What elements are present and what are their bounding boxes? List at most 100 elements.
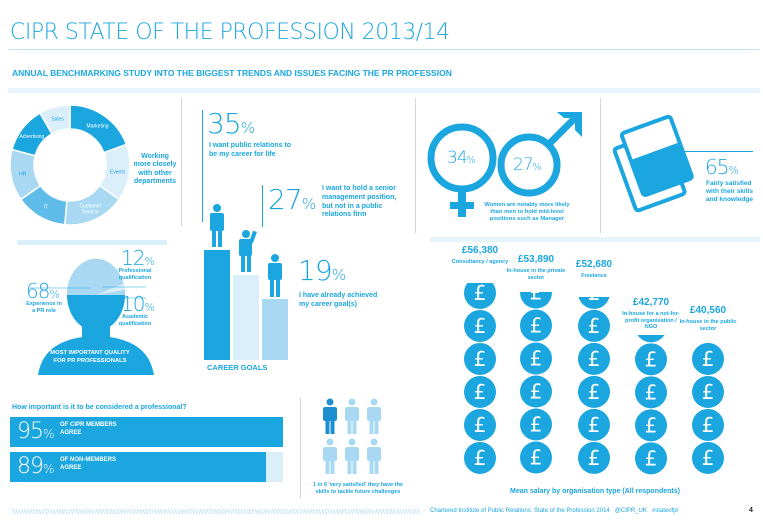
svg-text:£: £: [530, 380, 543, 404]
quality-percent-experience: 68%: [26, 279, 60, 303]
person-icon: [367, 438, 381, 474]
page-number: 4: [749, 507, 753, 514]
svg-text:£: £: [474, 283, 487, 305]
svg-text:£: £: [588, 446, 601, 470]
svg-text:£: £: [702, 347, 715, 371]
pound-coin-icon: £: [464, 375, 496, 408]
career-label-2: I want to hold a senior management posit…: [322, 185, 397, 219]
footer-hatch: [12, 509, 420, 514]
svg-text:£: £: [474, 380, 487, 404]
svg-text:£: £: [588, 314, 601, 338]
bar-percent: 89%: [17, 454, 55, 479]
svg-text:£: £: [530, 413, 543, 437]
salary-column-label: £52,680 Freelance: [562, 259, 626, 280]
organisation-type: In-house in the private sector: [506, 268, 566, 282]
donut-label: Advertising: [20, 134, 45, 140]
donut-segment-sales: [38, 104, 71, 135]
quality-percent-academic: 10%: [121, 292, 155, 316]
skills-line: [655, 151, 753, 152]
professional-question: How important is it to be considered a p…: [12, 404, 187, 411]
pound-coin-icon: £: [578, 375, 610, 408]
pound-coin-icon: £: [692, 343, 724, 375]
donut-label: Sales: [51, 117, 64, 123]
career-line-1: [202, 110, 203, 222]
pound-coin-icon: £: [520, 408, 552, 441]
svg-text:£: £: [530, 314, 543, 338]
career-percent-3: 19%: [298, 254, 347, 287]
quality-label-experience: Experience in a PR role: [26, 301, 62, 314]
svg-text:£: £: [702, 380, 715, 404]
divider-band: [17, 240, 167, 245]
head-silhouette-icon: [30, 259, 154, 375]
career-label-1: I want public relations to be my career …: [209, 142, 292, 158]
gender-symbols-icon: [427, 112, 582, 217]
svg-text:£: £: [702, 446, 715, 470]
pound-coin-icon: £: [520, 441, 552, 474]
book-icon: [612, 115, 694, 213]
future-figures: [322, 398, 392, 478]
quality-label-professional: Professional qualification: [118, 268, 152, 281]
pound-coin-icon: £: [578, 309, 610, 342]
svg-text:£: £: [645, 335, 658, 338]
organisation-type: In-house for a not-for-profit organisati…: [622, 310, 680, 331]
salary-title: Mean salary by organisation type (All re…: [510, 488, 680, 495]
donut-label: HR: [19, 171, 27, 177]
career-percent-1: 35%: [207, 107, 256, 140]
pound-coin-icon: £: [692, 408, 724, 441]
footer-text: Chartered Institute of Public Relations:…: [430, 508, 679, 514]
career-podium-figures: [204, 204, 288, 360]
salary-column-label: £53,890 In-house in the private sector: [504, 254, 568, 282]
pound-coin-icon: £: [578, 441, 610, 474]
divider: [300, 398, 301, 498]
pound-coin-icon: £: [635, 375, 667, 408]
divider: [600, 98, 601, 233]
salary-chart: £ £ £ £ £ £ £ £56,380 Consultancy / agency £ £ £ £ £ £…: [440, 240, 760, 480]
pound-coin-icon: £: [520, 375, 552, 408]
departments-caption: Working more closely with other departme…: [133, 153, 177, 186]
person-icon: [367, 398, 381, 434]
salary-column-label: £40,560 In-house in the public sector: [676, 305, 740, 333]
page-title: CIPR STATE OF THE PROFESSION 2013/14: [10, 20, 450, 45]
quality-label-academic: Academic qualification: [118, 314, 152, 327]
salary-column-label: £42,770 In-house for a not-for-profit org…: [619, 297, 683, 332]
bar-percent: 95%: [17, 419, 55, 444]
organisation-type: Consultancy / agency: [451, 259, 509, 266]
coin-stack: £££££££: [520, 292, 552, 474]
salary-column-label: £56,380 Consultancy / agency: [448, 245, 512, 266]
salary-amount: £52,680: [575, 259, 613, 271]
coin-stack: £££££££: [635, 334, 667, 474]
svg-text:£: £: [645, 446, 658, 470]
title-rule: [8, 49, 760, 50]
svg-text:£: £: [588, 297, 601, 305]
salary-amount: £53,890: [517, 254, 555, 266]
divider-band: [430, 237, 760, 242]
person-icon: [345, 438, 359, 474]
salary-amount: £40,560: [689, 305, 727, 317]
bar-label: OF CIPR MEMBERS AGREE: [60, 422, 117, 436]
career-percent-2: 27%: [268, 183, 317, 216]
career-line-2: [262, 185, 263, 227]
salary-amount: £56,380: [461, 245, 499, 257]
career-label-3: I have already achieved my career goal(s…: [299, 292, 378, 308]
future-caption: 1 in 6 'very satisfied' they have the sk…: [312, 482, 404, 495]
career-title: CAREER GOALS: [207, 363, 268, 372]
donut-label: Service: [82, 210, 99, 216]
svg-text:£: £: [702, 413, 715, 437]
pound-coin-icon: £: [520, 309, 552, 342]
pound-coin-icon: £: [464, 309, 496, 342]
svg-text:£: £: [530, 446, 543, 470]
header-band: [8, 88, 760, 93]
divider: [415, 98, 416, 233]
svg-text:£: £: [588, 380, 601, 404]
pound-coin-icon: £: [464, 408, 496, 441]
skills-percent: 65%: [705, 155, 739, 179]
men-percent: 27%: [513, 155, 542, 175]
pound-coin-icon: £: [578, 408, 610, 441]
svg-text:£: £: [588, 347, 601, 371]
donut-label: IT: [44, 205, 48, 211]
skills-label: Fairly satisfied with their skills and k…: [706, 180, 753, 204]
pound-coin-icon: £: [464, 441, 496, 474]
person-icon: [345, 398, 359, 434]
svg-text:£: £: [474, 347, 487, 371]
organisation-type: In-house in the public sector: [679, 319, 737, 332]
